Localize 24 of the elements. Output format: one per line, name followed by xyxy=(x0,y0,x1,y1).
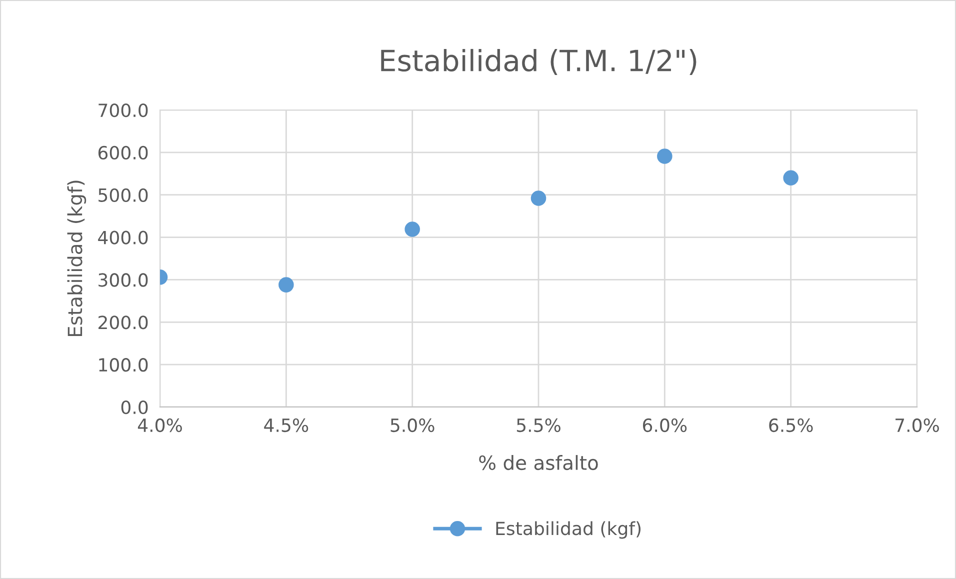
x-tick-label: 7.0% xyxy=(896,418,939,432)
y-tick-label: 300.0 xyxy=(98,273,148,287)
x-tick-label: 4.0% xyxy=(138,418,182,432)
point xyxy=(278,277,294,292)
point xyxy=(530,190,546,206)
x-tick-label: 6.5% xyxy=(769,418,813,432)
legend-label: Estabilidad (kgf) xyxy=(496,521,641,539)
x-axis-title: % de asfalto xyxy=(479,455,598,470)
y-tick-label: 500.0 xyxy=(98,188,148,202)
y-tick-label: 600.0 xyxy=(98,146,148,160)
x-tick-label: 5.5% xyxy=(516,418,560,432)
point xyxy=(783,170,798,186)
x-tick-label: 4.5% xyxy=(264,418,308,432)
chart-title: Estabilidad (T.M. 1/2") xyxy=(381,48,696,75)
x-tick-label: 5.0% xyxy=(390,418,434,432)
point xyxy=(657,148,672,164)
y-tick-label: 400.0 xyxy=(98,230,148,244)
y-tick-label: 0.0 xyxy=(121,400,148,414)
y-tick-label: 200.0 xyxy=(98,316,148,330)
x-tick-label: 6.0% xyxy=(642,418,687,432)
y-axis-title: Estabilidad (kgf) xyxy=(67,180,86,336)
point xyxy=(404,222,420,237)
y-tick-label: 700.0 xyxy=(98,103,148,118)
y-tick-label: 100.0 xyxy=(99,358,148,372)
